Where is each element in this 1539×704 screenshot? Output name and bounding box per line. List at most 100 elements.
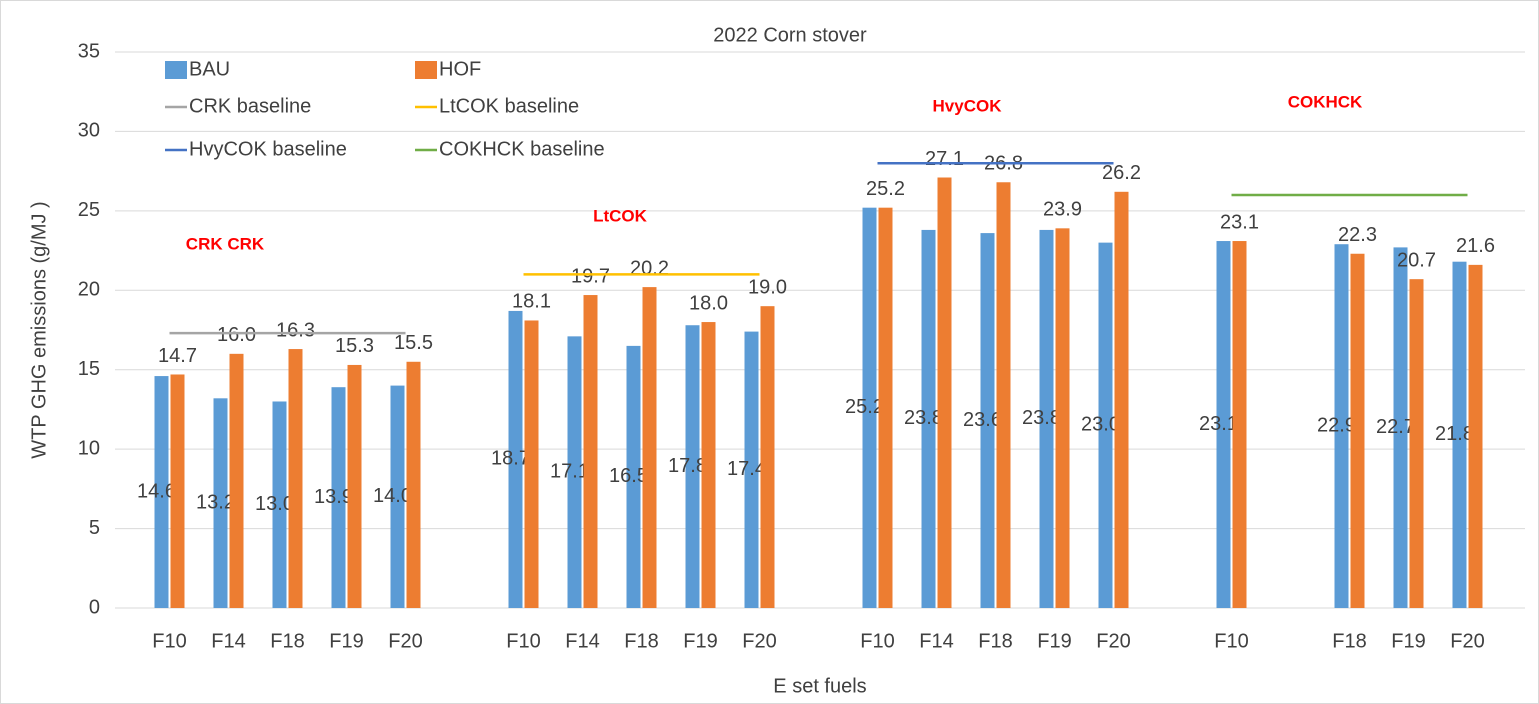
data-label: 15.5 (394, 332, 433, 354)
data-label: 13.2 (196, 491, 235, 513)
data-label: 25.2 (866, 178, 905, 200)
data-label: 18.1 (512, 291, 551, 313)
data-label: 13.9 (314, 486, 353, 508)
data-label: 17.8 (668, 455, 707, 477)
bar (996, 182, 1011, 608)
x-tick-label: F14 (919, 630, 953, 652)
y-tick-label: 5 (89, 517, 100, 539)
bar (390, 385, 405, 608)
bar (1114, 191, 1129, 608)
bar (154, 376, 169, 608)
data-label: 18.0 (689, 292, 728, 314)
legend-label: BAU (189, 58, 230, 80)
data-label: 20.2 (630, 257, 669, 279)
legend-label: HOF (439, 58, 481, 80)
bar (642, 287, 657, 608)
data-label: 23.6 (963, 409, 1002, 431)
x-tick-label: F18 (1332, 630, 1366, 652)
x-tick-label: F14 (565, 630, 599, 652)
group-annotation: HvyCOK (933, 96, 1003, 115)
data-label: 23.8 (1022, 407, 1061, 429)
x-tick-label: F20 (742, 630, 776, 652)
bar (744, 331, 759, 608)
bar (347, 364, 362, 608)
bar (229, 353, 244, 608)
bar (760, 306, 775, 608)
bar (288, 349, 303, 608)
data-label: 21.6 (1456, 235, 1495, 257)
bar (524, 320, 539, 608)
x-tick-label: F10 (152, 630, 186, 652)
bar (331, 387, 346, 608)
data-label: 18.7 (491, 448, 530, 470)
bar (937, 177, 952, 609)
data-label: 19.7 (571, 265, 610, 287)
x-tick-label: F20 (1450, 630, 1484, 652)
bar (685, 325, 700, 608)
y-tick-label: 25 (78, 199, 100, 221)
x-axis-label: E set fuels (773, 675, 866, 697)
x-tick-label: F10 (506, 630, 540, 652)
data-label: 16.5 (609, 465, 648, 487)
legend-label: HvyCOK baseline (189, 138, 347, 160)
bar (878, 207, 893, 608)
x-tick-label: F10 (860, 630, 894, 652)
data-label: 21.8 (1435, 423, 1474, 445)
bar (1216, 241, 1231, 609)
data-label: 13.0 (255, 493, 294, 515)
data-label: 17.4 (727, 458, 766, 480)
x-tick-label: F19 (683, 630, 717, 652)
bar (1098, 242, 1113, 608)
y-tick-label: 20 (78, 279, 100, 301)
x-tick-label: F14 (211, 630, 245, 652)
legend-marker (415, 61, 437, 79)
data-label: 26.2 (1102, 162, 1141, 184)
bar (1468, 264, 1483, 608)
x-tick-label: F20 (1096, 630, 1130, 652)
bar (1409, 279, 1424, 608)
x-tick-label: F20 (388, 630, 422, 652)
legend-label: LtCOK baseline (439, 95, 579, 117)
data-label: 16.3 (276, 319, 315, 341)
bar (1039, 229, 1054, 609)
group-annotation: LtCOK (593, 206, 648, 225)
data-label: 23.9 (1043, 199, 1082, 221)
x-tick-label: F18 (270, 630, 304, 652)
x-tick-label: F19 (1391, 630, 1425, 652)
bar (1350, 253, 1365, 608)
chart-title: 2022 Corn stover (713, 24, 867, 46)
data-label: 14.0 (373, 485, 412, 507)
bar (406, 361, 421, 608)
bar (1452, 261, 1467, 608)
x-tick-label: F19 (329, 630, 363, 652)
data-label: 23.1 (1220, 211, 1259, 233)
x-tick-label: F19 (1037, 630, 1071, 652)
data-label: 14.7 (158, 345, 197, 367)
bar (567, 336, 582, 608)
y-tick-label: 30 (78, 120, 100, 142)
data-label: 27.1 (925, 148, 964, 170)
bar (1334, 244, 1349, 608)
y-tick-label: 10 (78, 437, 100, 459)
data-label: 22.9 (1317, 414, 1356, 436)
bar (508, 310, 523, 608)
legend-label: COKHCK baseline (439, 138, 605, 160)
bar (583, 295, 598, 608)
data-label: 19.0 (748, 276, 787, 298)
bar (626, 345, 641, 608)
bar (921, 229, 936, 609)
bar (1055, 228, 1070, 608)
data-label: 22.3 (1338, 224, 1377, 246)
y-tick-label: 15 (78, 358, 100, 380)
bar (862, 207, 877, 608)
data-label: 25.2 (845, 396, 884, 418)
data-label: 23.1 (1199, 413, 1238, 435)
data-label: 14.6 (137, 480, 176, 502)
group-annotation: CRK CRK (186, 234, 265, 253)
bar (1393, 247, 1408, 608)
y-tick-label: 0 (89, 596, 100, 618)
data-label: 23.8 (904, 407, 943, 429)
data-label: 17.1 (550, 460, 589, 482)
